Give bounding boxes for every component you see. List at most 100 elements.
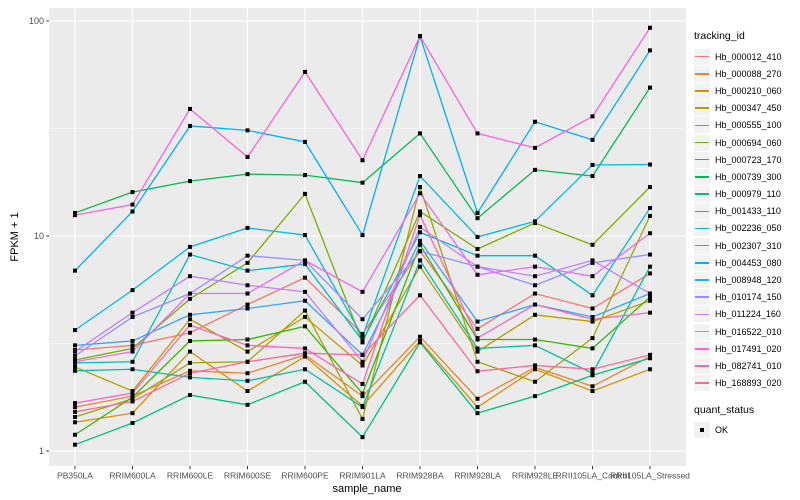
data-point-marker [245, 253, 250, 258]
data-point-marker [245, 337, 250, 342]
data-point-marker [130, 367, 135, 372]
legend-item: Hb_082741_010 [694, 357, 798, 374]
legend-key-line-icon [694, 306, 710, 323]
data-point-marker [188, 368, 192, 373]
legend-key-line-icon [694, 220, 710, 237]
data-point-marker [533, 363, 537, 368]
y-tick-label: 10 [34, 231, 44, 241]
data-point-marker [533, 337, 537, 342]
y-tick-label: 1 [39, 446, 44, 456]
data-point-marker [648, 85, 652, 90]
data-point-marker [475, 336, 480, 341]
data-point-marker [130, 395, 135, 400]
data-point-marker [188, 296, 192, 301]
data-point-marker [245, 402, 250, 407]
data-point-marker [360, 332, 365, 337]
data-point-marker [533, 274, 537, 279]
data-point-marker [418, 334, 422, 339]
data-point-marker [73, 442, 77, 447]
data-point-marker [188, 274, 192, 279]
legend-item-label: Hb_002307_310 [715, 240, 782, 251]
data-point-marker [188, 371, 192, 376]
legend-item-label: Hb_000555_100 [715, 120, 782, 131]
legend-item-label: Hb_000088_270 [715, 68, 782, 79]
data-point-marker [418, 209, 422, 214]
legend-item: Hb_001433_110 [694, 203, 798, 220]
data-point-marker [418, 34, 422, 39]
legend-item: Hb_011224_160 [694, 306, 798, 323]
data-point-marker [648, 295, 652, 300]
data-point-marker [303, 367, 307, 372]
data-point-marker [648, 213, 652, 218]
data-point-marker [245, 302, 250, 307]
data-point-marker [73, 405, 77, 410]
data-point-marker [130, 411, 135, 416]
data-point-marker [418, 293, 422, 298]
data-point-marker [533, 264, 537, 269]
legend-item-label: Hb_002236_050 [715, 223, 782, 234]
data-point-marker [188, 252, 192, 257]
legend-item-label: Hb_008948_120 [715, 275, 782, 286]
data-point-marker [648, 298, 652, 303]
x-tick-label: RRIM928LA [454, 471, 501, 481]
data-point-marker [590, 346, 595, 351]
data-point-marker [360, 352, 365, 357]
data-point-marker [130, 190, 135, 195]
data-point-marker [360, 391, 365, 396]
data-point-marker [648, 185, 652, 190]
data-point-marker [245, 291, 250, 296]
legend-key-line-icon [694, 151, 710, 168]
data-point-marker [360, 435, 365, 440]
data-point-marker [648, 162, 652, 167]
data-point-marker [73, 353, 77, 358]
legend-title-quant-status: quant_status [694, 403, 755, 416]
data-point-marker [475, 216, 480, 221]
data-point-marker [648, 231, 652, 236]
data-point-marker [73, 343, 77, 348]
data-point-marker [360, 158, 365, 163]
data-point-marker [188, 106, 192, 111]
data-point-marker [418, 340, 422, 345]
legend-key-line-icon [694, 65, 710, 82]
data-point-marker [418, 242, 422, 247]
data-point-marker [590, 373, 595, 378]
x-tick-label: RRIM928LE [512, 471, 559, 481]
legend-key-line-icon [694, 272, 710, 289]
data-point-marker [360, 416, 365, 421]
data-point-marker [590, 315, 595, 320]
data-point-marker [648, 205, 652, 210]
data-point-marker [245, 283, 250, 288]
data-point-marker [73, 349, 77, 354]
data-point-marker [475, 210, 480, 215]
legend-key-line-icon [694, 254, 710, 271]
data-point-marker [418, 238, 422, 243]
data-point-marker [475, 272, 480, 277]
data-point-marker [303, 139, 307, 144]
data-point-marker [303, 379, 307, 384]
legend-item: Hb_000723_170 [694, 151, 798, 168]
data-point-marker [73, 420, 77, 425]
legend-item: Hb_000555_100 [694, 117, 798, 134]
data-point-marker [475, 247, 480, 252]
x-tick-label: RRIM600PE [281, 471, 329, 481]
data-point-marker [188, 330, 192, 335]
data-point-marker [188, 323, 192, 328]
data-point-marker [303, 354, 307, 359]
x-tick-label: RRIM600LE [167, 471, 214, 481]
data-point-marker [590, 260, 595, 265]
data-point-marker [475, 369, 480, 374]
data-point-marker [475, 319, 480, 324]
data-point-marker [303, 173, 307, 178]
legend-item: Hb_000088_270 [694, 65, 798, 82]
data-point-marker [245, 378, 250, 383]
legend-item: Hb_016522_010 [694, 323, 798, 340]
data-point-marker [590, 371, 595, 376]
data-point-marker [533, 343, 537, 348]
legend-item: Hb_004453_080 [694, 254, 798, 271]
data-point-marker [418, 225, 422, 230]
data-point-marker [73, 328, 77, 333]
data-point-marker [303, 289, 307, 294]
data-point-marker [130, 346, 135, 351]
x-tick-label: RRIM928BA [396, 471, 444, 481]
data-point-marker [533, 312, 537, 317]
